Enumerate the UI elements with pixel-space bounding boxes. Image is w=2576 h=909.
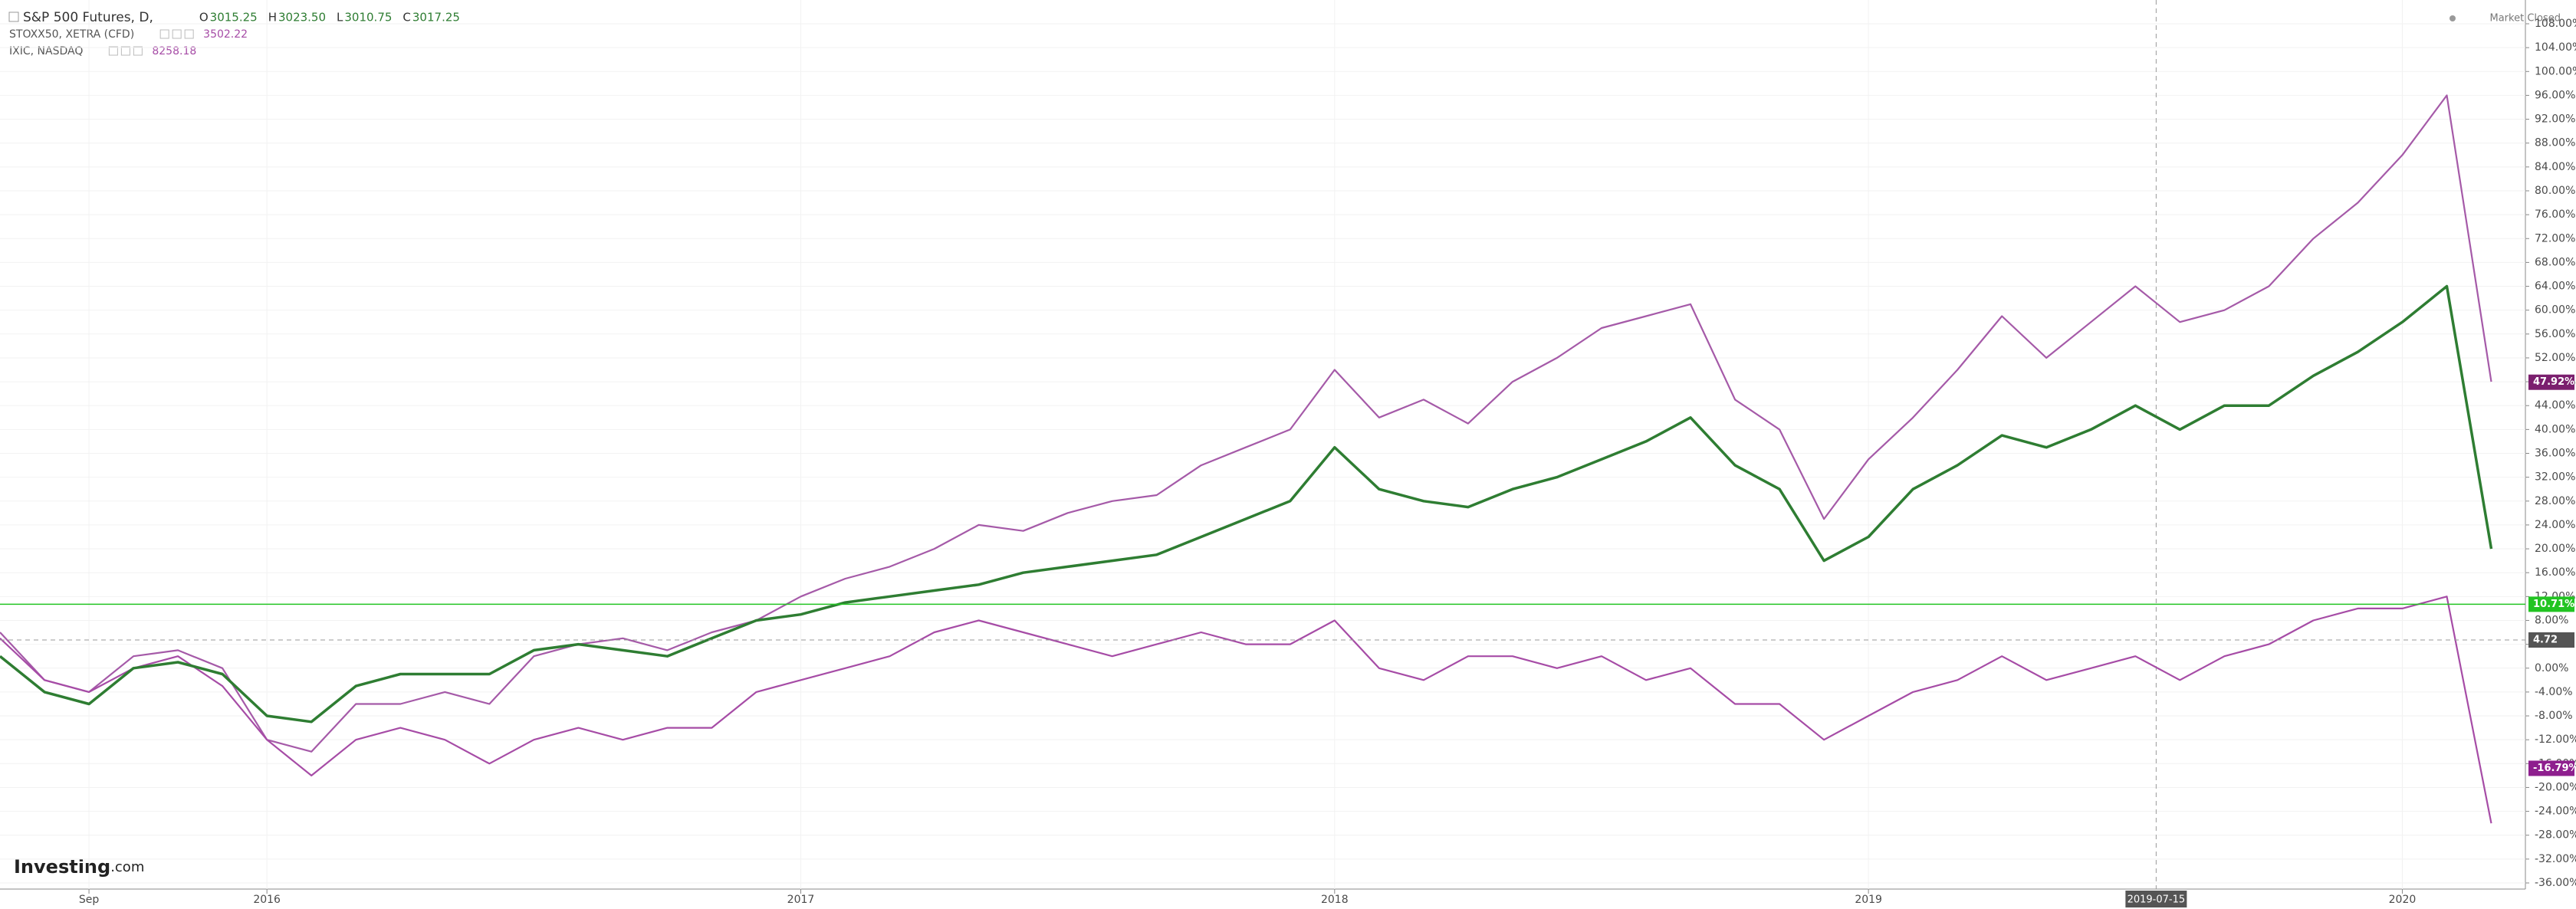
y-tick-label: -8.00% (2535, 710, 2573, 722)
x-tick-label: 2020 (2389, 894, 2417, 906)
y-tick-label: 20.00% (2535, 543, 2575, 555)
status-dot (2450, 15, 2456, 21)
y-tick-label: 64.00% (2535, 281, 2575, 293)
y-tick-label: 100.00% (2535, 65, 2576, 77)
crosshair-label: 2019-07-15 (2128, 894, 2186, 906)
y-tick-label: -12.00% (2535, 733, 2576, 746)
price-badge (2528, 632, 2574, 648)
series-line (0, 284, 2493, 724)
compare-icon[interactable] (172, 29, 182, 39)
y-tick-label: 24.00% (2535, 519, 2575, 531)
price-badge-label: 47.92% (2533, 376, 2574, 388)
y-tick-label: 32.00% (2535, 471, 2575, 484)
compare-icon[interactable] (120, 46, 130, 56)
compare-icon[interactable] (108, 46, 118, 56)
main-symbol: S&P 500 Futures, D, (23, 10, 153, 25)
price-badge (2528, 374, 2574, 390)
y-tick-label: -32.00% (2535, 853, 2576, 865)
compare-icon[interactable] (184, 29, 194, 39)
collapse-icon[interactable] (8, 11, 19, 22)
x-tick-label: 2018 (1321, 894, 1349, 906)
ohlc-value: 3010.75 (344, 11, 392, 25)
logo-suffix: .com (110, 859, 144, 875)
price-badge-label: 4.72 (2533, 635, 2558, 646)
y-tick-label: 52.00% (2535, 352, 2575, 364)
x-tick-label: 2019 (1855, 894, 1882, 906)
y-tick-label: 56.00% (2535, 328, 2575, 340)
market-status: Market Closed (2490, 13, 2561, 25)
compare-icon[interactable] (133, 46, 143, 56)
ohlc-key: L (337, 11, 343, 25)
x-tick-label: 2017 (787, 894, 815, 906)
compare-name: IXIC, NASDAQ (9, 45, 83, 57)
ohlc-key: H (268, 11, 277, 25)
compare-value: 8258.18 (152, 45, 196, 57)
y-tick-label: 84.00% (2535, 161, 2575, 173)
y-tick-label: -20.00% (2535, 781, 2576, 793)
y-tick-label: 96.00% (2535, 89, 2575, 101)
y-tick-label: 16.00% (2535, 566, 2575, 579)
y-tick-label: 76.00% (2535, 208, 2575, 221)
ohlc-value: 3017.25 (412, 11, 460, 25)
y-tick-label: 108.00% (2535, 18, 2576, 30)
ohlc-value: 3023.50 (278, 11, 326, 25)
series-line (0, 94, 2492, 753)
y-tick-label: 44.00% (2535, 399, 2575, 412)
price-badge (2528, 596, 2574, 612)
y-tick-label: 72.00% (2535, 232, 2575, 244)
logo: Investing.com (14, 856, 144, 878)
y-tick-label: 40.00% (2535, 423, 2575, 435)
crosshair-badge (2125, 891, 2187, 907)
y-tick-label: 104.00% (2535, 41, 2576, 54)
y-tick-label: -28.00% (2535, 829, 2576, 842)
y-tick-label: 60.00% (2535, 304, 2575, 317)
y-tick-label: 92.00% (2535, 113, 2575, 126)
logo-main: Investing (14, 856, 110, 878)
y-tick-label: -36.00% (2535, 877, 2576, 889)
y-tick-label: -4.00% (2535, 686, 2573, 698)
y-tick-label: 0.00% (2535, 662, 2568, 674)
x-tick-label: 2016 (253, 894, 281, 906)
y-tick-label: 80.00% (2535, 185, 2575, 197)
price-badge-label: -16.79% (2533, 763, 2576, 774)
y-tick-label: -24.00% (2535, 806, 2576, 818)
y-tick-label: 88.00% (2535, 137, 2575, 149)
y-tick-label: 68.00% (2535, 256, 2575, 268)
ohlc-value: 3015.25 (210, 11, 258, 25)
compare-name: STOXX50, XETRA (CFD) (9, 28, 134, 41)
y-tick-label: 28.00% (2535, 495, 2575, 507)
series-line (0, 596, 2492, 824)
ohlc-key: O (199, 11, 209, 25)
price-badge (2528, 760, 2574, 776)
x-tick-label: Sep (79, 894, 100, 906)
y-tick-label: 8.00% (2535, 614, 2568, 626)
compare-value: 3502.22 (203, 28, 248, 41)
y-tick-label: 36.00% (2535, 448, 2575, 460)
compare-icon[interactable] (159, 29, 169, 39)
price-badge-label: 10.71% (2533, 599, 2574, 610)
ohlc-key: C (402, 11, 410, 25)
